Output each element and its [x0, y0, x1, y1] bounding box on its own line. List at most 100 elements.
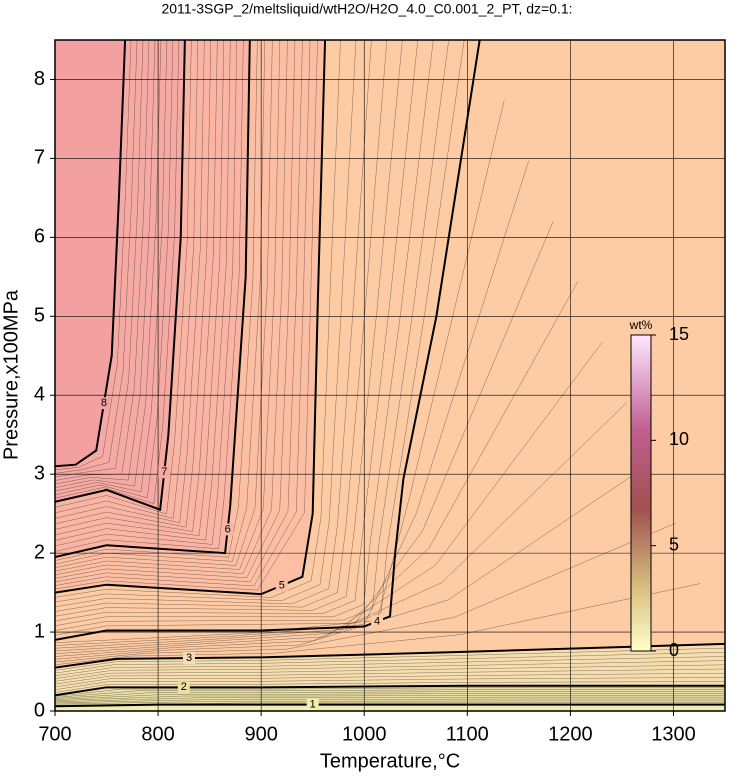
minor-contour: [55, 40, 212, 528]
minor-contour: [55, 40, 174, 499]
x-tick-label: 800: [141, 723, 174, 745]
minor-contour: [55, 40, 434, 626]
contour-label: 7: [161, 466, 167, 478]
contour-label: 2: [181, 681, 187, 693]
minor-contour: [55, 40, 288, 576]
minor-contour: [55, 689, 725, 698]
plot-frame: [54, 39, 726, 712]
contour-line: [55, 703, 725, 708]
contour-label-bg: [158, 466, 171, 479]
minor-contour: [55, 40, 281, 572]
plot-area: 1 2 3 4 5 6 7 8: [55, 40, 725, 711]
y-tick-label: 6: [34, 226, 45, 248]
contour-line: [55, 40, 481, 641]
x-axis-label: Temperature,°C: [320, 750, 460, 772]
minor-contour: [55, 696, 725, 703]
y-tick-label: 8: [34, 68, 45, 90]
contour-label: 1: [310, 699, 316, 711]
colorbar-tick-label: 5: [669, 534, 679, 554]
minor-contour: [55, 40, 238, 547]
minor-contour: [55, 40, 341, 598]
contour-label: 5: [279, 579, 285, 591]
minor-contour: [55, 341, 603, 654]
minor-contour: [55, 583, 701, 666]
minor-contour: [55, 40, 318, 591]
x-tick-label: 1200: [548, 723, 593, 745]
colorbar: [630, 334, 652, 652]
contour-label: 3: [186, 652, 192, 664]
minor-contour: [55, 40, 231, 541]
colorbar-label: wt%: [629, 318, 653, 332]
minor-contour: [55, 40, 465, 636]
contour-label-bg: [275, 579, 288, 592]
contour-label: 4: [374, 615, 380, 627]
x-tick-label: 900: [244, 723, 277, 745]
contour-label: 8: [101, 397, 107, 409]
minor-contour: [55, 221, 554, 649]
contour-label-bg: [306, 698, 319, 711]
minor-contour: [55, 687, 725, 697]
minor-contour: [55, 40, 273, 568]
x-tick-label: 1100: [446, 723, 489, 745]
minor-contour: [55, 402, 628, 657]
y-tick-label: 4: [34, 384, 45, 406]
minor-contour: [55, 693, 725, 700]
y-tick-label: 5: [34, 305, 45, 327]
minor-contour: [55, 40, 156, 485]
minor-contour: [55, 40, 218, 532]
minor-contour: [55, 40, 199, 519]
overlay: 700 800 900 1000 1100 1200 1300012345678wt%051…: [34, 39, 726, 745]
minor-contour: [55, 40, 296, 579]
contour-fill: [55, 40, 126, 467]
minor-contour: [55, 40, 388, 612]
contour-line: [55, 40, 327, 596]
contour-label-bg: [221, 523, 234, 536]
minor-contour: [55, 281, 578, 652]
contour-line: [55, 684, 725, 697]
contour-label-bg: [97, 397, 110, 410]
minor-contour: [55, 40, 303, 583]
y-axis-label: Pressure,x100MPa: [0, 289, 22, 460]
minor-contour: [55, 40, 225, 536]
contour-label-bg: [371, 615, 384, 628]
contour-fill: [55, 704, 725, 711]
contour-label: 6: [225, 523, 231, 535]
minor-contour: [55, 40, 192, 515]
y-tick-label: 3: [34, 462, 45, 484]
colorbar-tick-label: 10: [669, 429, 689, 449]
minor-contour: [55, 40, 403, 617]
minor-contour: [55, 40, 138, 474]
contour-line: [55, 642, 725, 669]
minor-contour: [55, 40, 205, 523]
minor-contour: [55, 40, 150, 481]
minor-contour: [55, 40, 311, 587]
chart-title: 2011-3SGP_2/meltsliquid/wtH2O/H2O_4.0_C0…: [161, 1, 572, 17]
contour-label-bg: [177, 681, 190, 694]
y-tick-label: 2: [34, 541, 45, 563]
minor-contour: [55, 40, 449, 631]
minor-contour: [55, 695, 725, 701]
minor-contour: [55, 40, 144, 478]
x-tick-label: 1300: [651, 723, 696, 745]
minor-contour: [55, 691, 725, 699]
x-tick-label: 700: [38, 723, 71, 745]
minor-contour: [55, 702, 725, 706]
minor-contour: [55, 40, 168, 493]
minor-contour: [55, 698, 725, 704]
colorbar-tick-label: 0: [669, 640, 679, 660]
minor-contour: [55, 522, 677, 663]
minor-contour: [55, 40, 162, 488]
colorbar-tick-label: 15: [669, 324, 689, 344]
minor-contour: [55, 40, 372, 607]
minor-contour: [55, 40, 419, 622]
minor-contour: [55, 462, 652, 660]
y-tick-label: 1: [34, 620, 45, 642]
y-tick-label: 0: [34, 699, 45, 721]
minor-contour: [55, 40, 132, 471]
minor-contour: [55, 40, 244, 552]
y-tick-label: 7: [34, 147, 45, 169]
minor-contour: [55, 700, 725, 705]
minor-contour: [55, 40, 357, 603]
contour-label-bg: [183, 652, 195, 665]
